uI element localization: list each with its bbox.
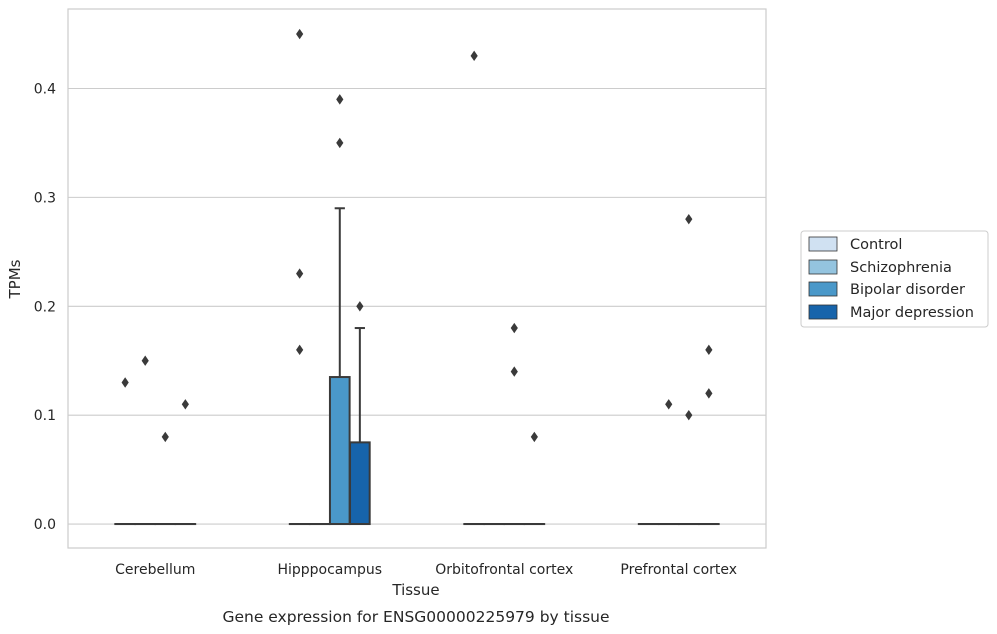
box-body <box>349 441 371 526</box>
outlier-point <box>510 366 518 377</box>
outlier-point <box>510 322 518 334</box>
outlier-point <box>296 268 304 279</box>
outlier-point <box>161 431 169 443</box>
y-tick-label: 0.0 <box>34 517 56 533</box>
outlier-point <box>356 301 364 312</box>
outlier-point <box>530 431 538 443</box>
legend-swatch-control <box>808 236 838 252</box>
box-plot-marks <box>114 28 720 526</box>
outlier-point <box>141 355 149 366</box>
box-control <box>463 50 485 526</box>
legend-label-bipolar-disorder: Bipolar disorder <box>850 282 965 298</box>
outlier-point <box>470 50 478 62</box>
x-axis-title: Tissue <box>391 581 439 599</box>
outlier-point <box>296 344 304 356</box>
x-tick-label: Hipppocampus <box>277 562 382 578</box>
box-major-depression <box>349 301 371 526</box>
outlier-point <box>121 377 129 388</box>
outlier-point <box>685 213 693 225</box>
x-axis-ticks: Cerebellum Hipppocampus Orbitofrontal cort… <box>115 562 737 578</box>
y-tick-label: 0.4 <box>34 81 56 97</box>
legend: Control Schizophrenia Bipolar disorder M… <box>800 230 989 328</box>
outlier-point <box>705 388 713 399</box>
outlier-point <box>296 28 304 40</box>
y-axis-title: TPMs <box>6 259 24 299</box>
box-body <box>328 376 351 526</box>
outlier-point <box>665 399 673 410</box>
legend-label-major-depression: Major depression <box>850 305 974 321</box>
x-tick-label: Cerebellum <box>115 562 195 578</box>
legend-label-schizophrenia: Schizophrenia <box>850 260 952 276</box>
outlier-point <box>685 409 693 421</box>
outlier-point <box>705 344 713 356</box>
box-bipolar-disorder <box>328 94 351 526</box>
box-major-depression <box>174 399 197 526</box>
legend-frame <box>800 230 989 328</box>
box-control <box>288 28 311 526</box>
box-bipolar-disorder <box>503 322 526 526</box>
box-control <box>114 377 136 526</box>
box-major-depression <box>523 431 546 526</box>
outlier-point <box>336 94 344 105</box>
legend-label-control: Control <box>850 237 902 253</box>
y-tick-label: 0.1 <box>34 408 56 424</box>
legend-swatch-major-depression <box>808 304 838 320</box>
x-tick-label: Orbitofrontal cortex <box>435 562 573 578</box>
legend-swatch-schizophrenia <box>808 259 838 275</box>
figure-caption: Gene expression for ENSG00000225979 by t… <box>222 608 609 626</box>
y-axis-ticks: 0.0 0.1 0.2 0.3 0.4 <box>34 81 56 533</box>
plot-frame <box>67 8 767 549</box>
outlier-point <box>181 399 189 410</box>
box-bipolar-disorder <box>677 213 700 526</box>
outlier-point <box>336 137 344 149</box>
x-tick-label: Prefrontal cortex <box>620 562 737 578</box>
y-tick-label: 0.2 <box>34 299 56 315</box>
legend-swatch-bipolar-disorder <box>808 281 838 297</box>
box-major-depression <box>698 344 720 526</box>
y-tick-label: 0.3 <box>34 190 56 206</box>
